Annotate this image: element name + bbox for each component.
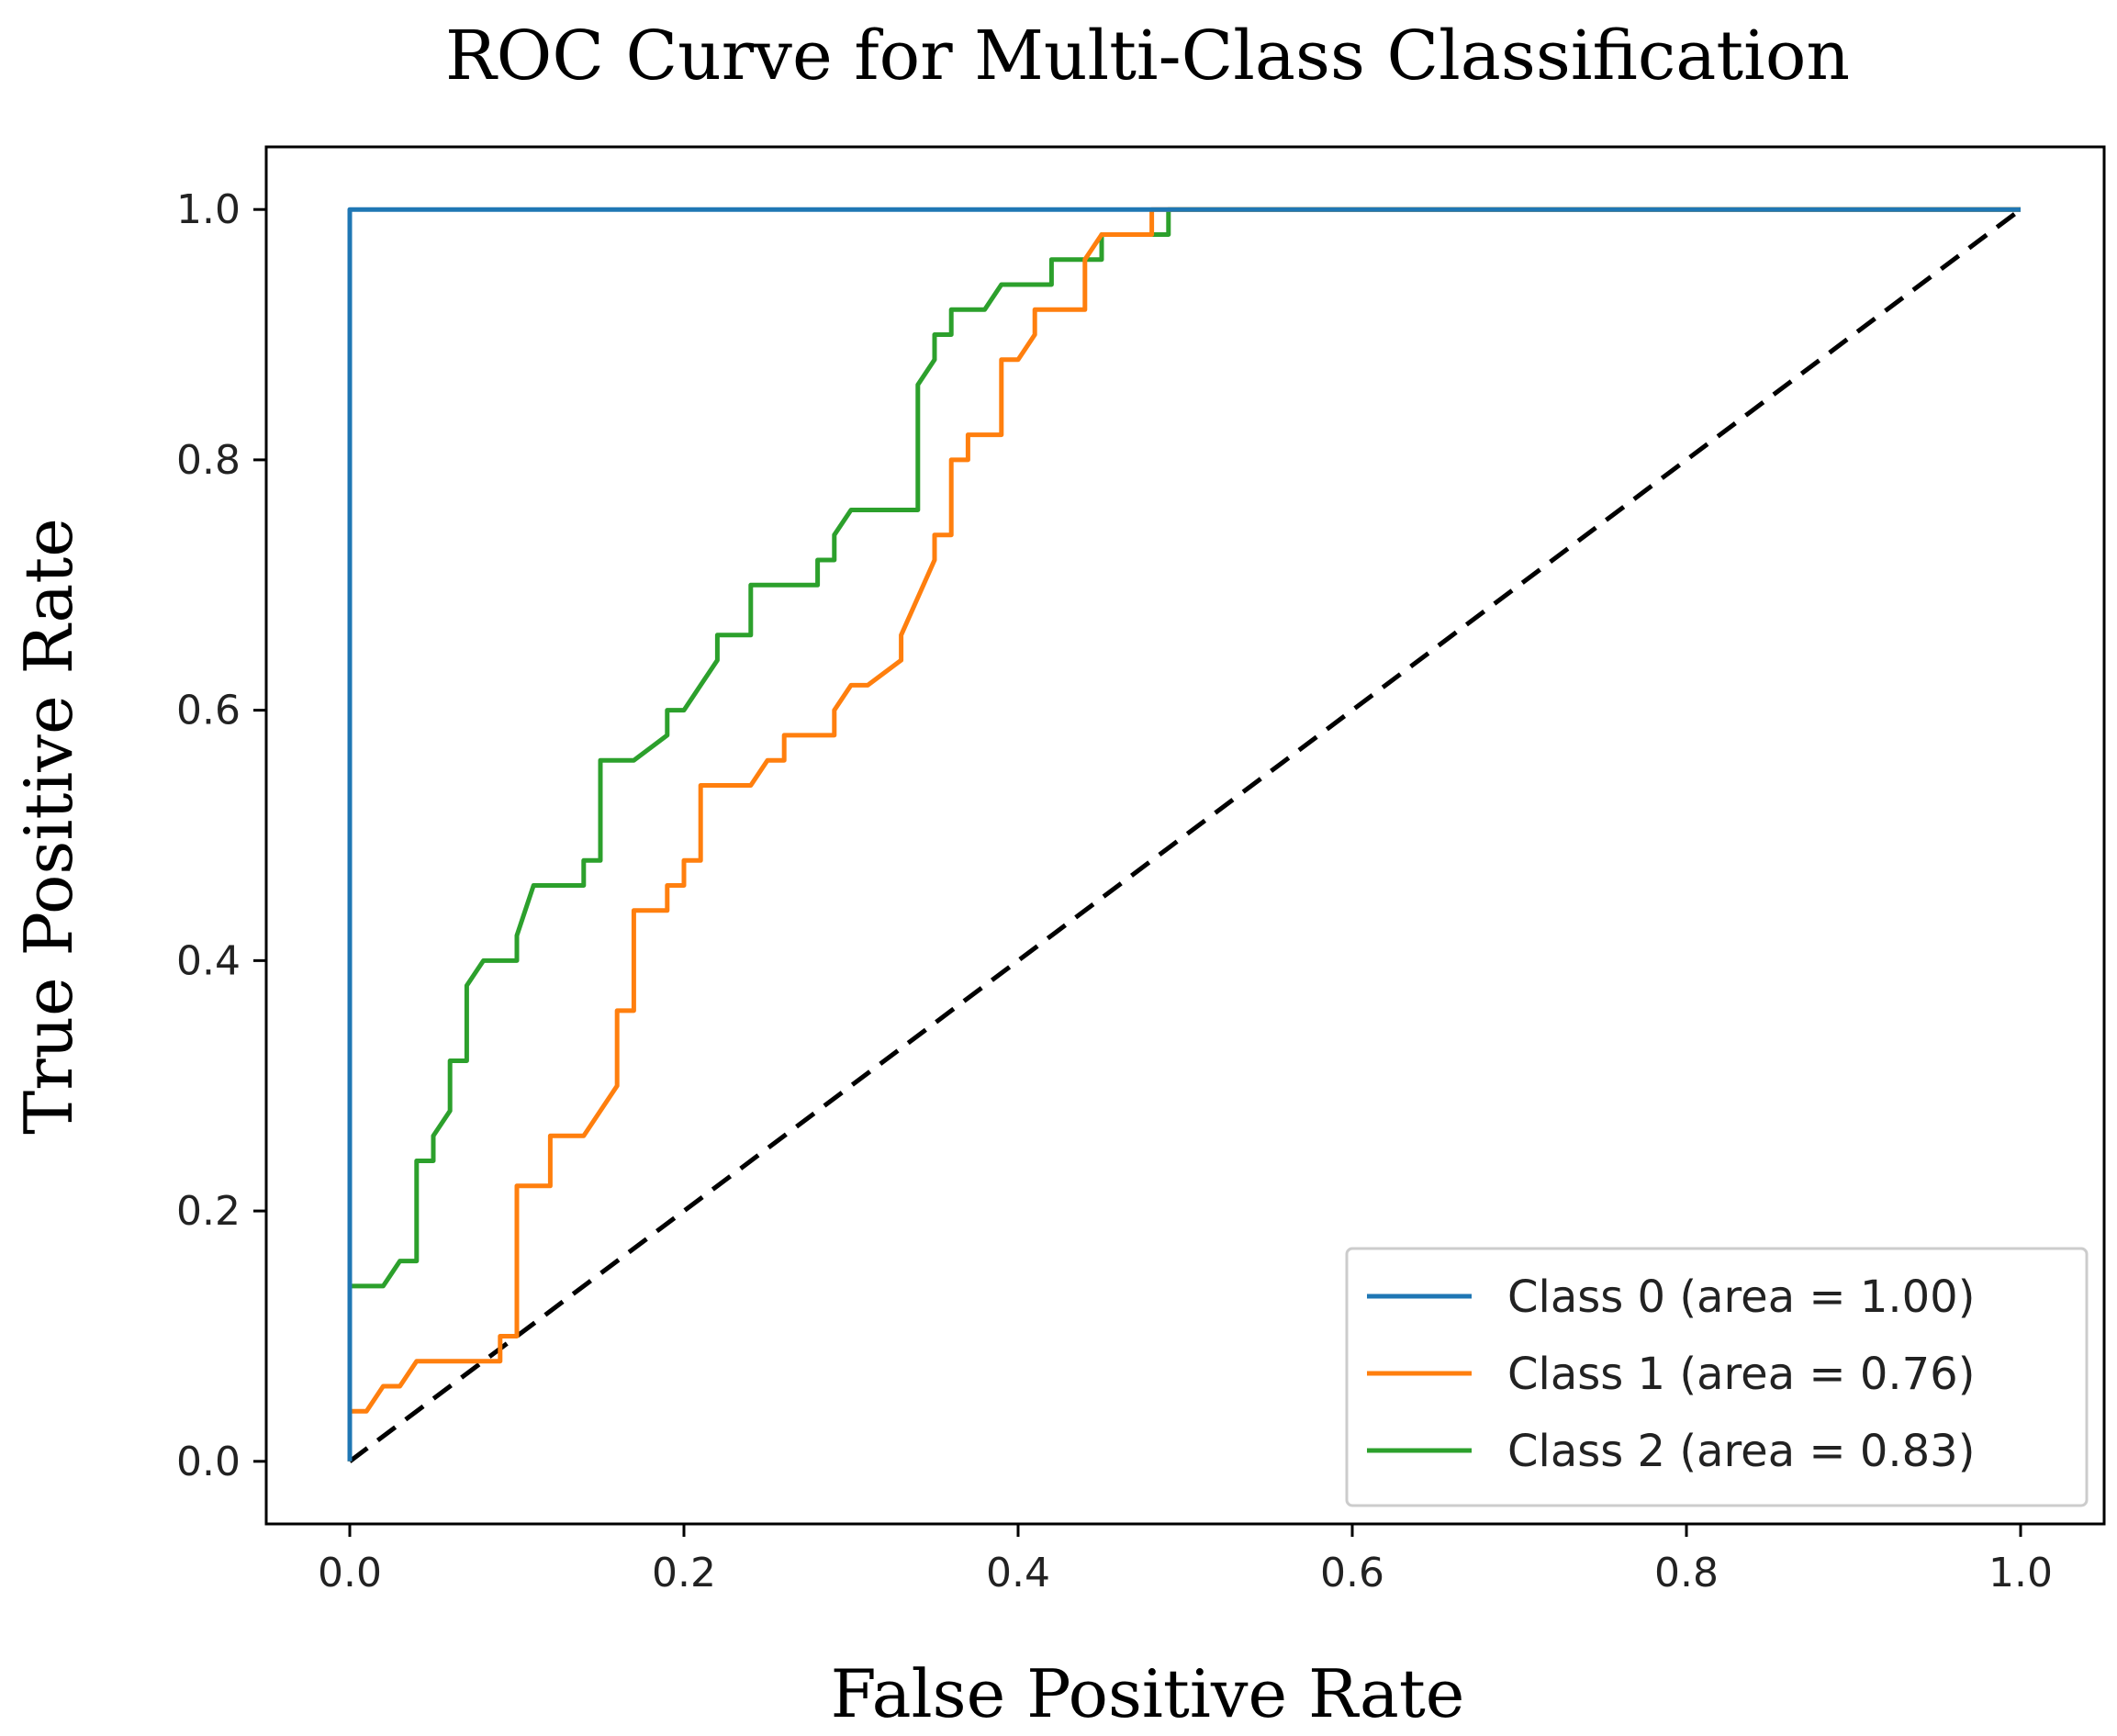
- x-tick-label: 1.0: [1988, 1550, 2053, 1596]
- legend-label-class-1: Class 1 (area = 0.76): [1507, 1349, 1975, 1400]
- plot-frame: [264, 145, 2106, 1526]
- y-tick-label: 1.0: [176, 186, 241, 233]
- chart-title: ROC Curve for Multi-Class Classification: [445, 17, 1850, 95]
- x-tick-label: 0.6: [1320, 1550, 1384, 1596]
- x-tick-label: 0.2: [652, 1550, 716, 1596]
- y-tick-label: 0.2: [176, 1188, 241, 1235]
- x-tick-label: 0.0: [318, 1550, 382, 1596]
- y-tick-label: 0.6: [176, 688, 241, 734]
- axis-ticks: 0.0 0.2 0.4 0.6 0.8 1.0 0.0 0.2 0.4 0.6 0.8 1.0: [176, 186, 2053, 1596]
- roc-curve-class-0: [347, 207, 2021, 1462]
- y-tick-label: 0.8: [176, 437, 241, 484]
- roc-curve-class-1: [347, 207, 2021, 1462]
- legend: Class 0 (area = 1.00) Class 1 (area = 0.7…: [1345, 1247, 2089, 1507]
- legend-label-class-2: Class 2 (area = 0.83): [1507, 1426, 1975, 1477]
- y-tick-label: 0.4: [176, 937, 241, 984]
- roc-curve-class-2: [347, 207, 2021, 1462]
- plot-area: [347, 207, 2022, 1463]
- x-tick-label: 0.4: [986, 1550, 1050, 1596]
- x-axis-label: False Positive Rate: [831, 1655, 1465, 1732]
- y-axis-label: True Positive Rate: [10, 518, 87, 1135]
- legend-box: [1345, 1247, 2089, 1507]
- x-tick-label: 0.8: [1654, 1550, 1719, 1596]
- legend-label-class-0: Class 0 (area = 1.00): [1507, 1271, 1975, 1323]
- y-tick-label: 0.0: [176, 1439, 241, 1485]
